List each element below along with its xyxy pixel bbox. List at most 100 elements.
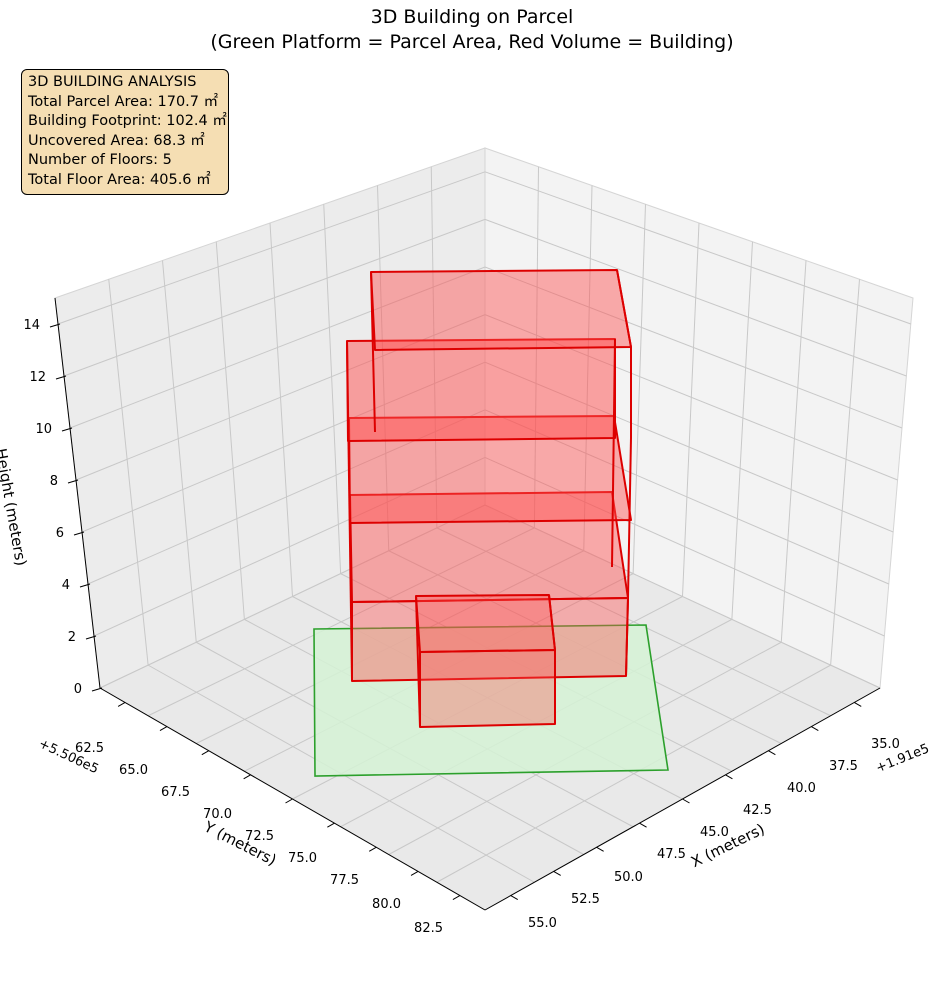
grid-line	[269, 222, 293, 597]
z-tick-mark	[85, 635, 97, 640]
z-tick-mark	[55, 375, 67, 380]
grid-line	[830, 279, 860, 666]
x-tick-mark	[553, 870, 561, 876]
building-edge	[370, 271, 376, 433]
y-tick-mark	[368, 846, 377, 852]
z-tick-label: 2	[68, 630, 76, 645]
grid-line	[162, 260, 197, 643]
building-edge	[346, 340, 353, 682]
z-tick-mark	[91, 687, 103, 692]
x-tick-mark	[725, 774, 733, 780]
x-tick-label: 47.5	[657, 847, 686, 862]
grid-line	[484, 218, 907, 377]
grid-line	[93, 456, 486, 637]
x-tick-mark	[853, 702, 862, 707]
y-tick-label: 62.5	[75, 741, 104, 756]
grid-line	[632, 204, 646, 574]
building-edge	[625, 597, 629, 677]
grid-line	[215, 241, 245, 620]
y-tick-mark	[285, 798, 293, 804]
z-tick-mark	[67, 479, 79, 484]
info-total-parcel-area: Total Parcel Area: 170.7 ㎡	[28, 93, 219, 110]
x-tick-mark	[811, 726, 819, 732]
y-tick-label: 72.5	[245, 829, 274, 844]
analysis-info-box: 3D BUILDING ANALYSIS Total Parcel Area: …	[21, 69, 229, 195]
x-tick-label: 50.0	[614, 870, 643, 885]
y-tick-label: 77.5	[330, 873, 359, 888]
z-tick-label: 8	[50, 474, 58, 489]
z-tick-mark	[49, 323, 61, 328]
building-floor-4	[346, 338, 616, 442]
z-tick-label: 12	[29, 370, 46, 385]
z-tick-mark	[61, 427, 73, 432]
z-tick-label: 14	[23, 318, 40, 333]
z-tick-label: 4	[62, 578, 70, 593]
z-axis-line	[54, 297, 101, 689]
grid-line	[69, 266, 486, 429]
z-tick-label: 10	[35, 422, 52, 437]
y-tick-mark	[243, 774, 251, 780]
grid-line	[108, 279, 149, 666]
chart-title: 3D Building on Parcel	[370, 6, 574, 28]
y-tick-label: 80.0	[372, 897, 401, 912]
grid-line	[484, 171, 911, 325]
x-tick-label: 45.0	[700, 825, 729, 840]
y-tick-label: 65.0	[119, 763, 148, 778]
scene	[313, 269, 669, 777]
x-tick-label: 42.5	[743, 803, 772, 818]
x-tick-label: 40.0	[787, 781, 816, 796]
z-tick-label: 0	[74, 682, 82, 697]
y-tick-mark	[159, 726, 168, 732]
info-building-footprint: Building Footprint: 102.4 ㎡	[28, 113, 227, 129]
y-tick-mark	[201, 750, 210, 756]
grid-line	[731, 241, 753, 620]
y-tick-label: 70.0	[203, 807, 232, 822]
y-tick-mark	[327, 822, 335, 828]
y-tick-mark	[410, 870, 419, 876]
z-tick-mark	[73, 531, 85, 536]
grid-line	[780, 260, 807, 643]
building-edge	[611, 338, 616, 568]
grid-line	[436, 527, 831, 717]
x-tick-label: 37.5	[829, 759, 858, 774]
building-edge	[548, 594, 556, 651]
z-tick-mark	[79, 583, 91, 588]
z-axis-label: Height (meters)	[0, 447, 30, 567]
x-tick-mark	[639, 822, 647, 828]
chart-subtitle: (Green Platform = Parcel Area, Red Volum…	[210, 31, 734, 53]
info-total-floor-area: Total Floor Area: 405.6 ㎡	[28, 171, 211, 188]
building-floor-5	[370, 269, 632, 351]
grid-lines	[57, 166, 911, 883]
grid-line	[682, 222, 700, 597]
info-number-of-floors: Number of Floors: 5	[28, 152, 172, 168]
y-tick-label: 75.0	[288, 851, 317, 866]
tick-labels: 0 2 4 6 8 10 12 14 62.5 65.0 67.5 70.0 72.5 75.0 77.5 8…	[23, 318, 900, 936]
building-front-block-top	[415, 594, 556, 653]
grid-line	[99, 504, 486, 689]
x-tick-mark	[596, 846, 604, 852]
grid-line	[484, 504, 881, 689]
y-tick-mark	[452, 895, 461, 900]
grid-line	[57, 171, 486, 325]
x-tick-mark	[510, 895, 519, 900]
x-tick-label: 52.5	[571, 892, 600, 907]
grid-line	[436, 664, 831, 883]
y-tick-label: 82.5	[414, 921, 443, 936]
x-tick-label: 55.0	[528, 916, 557, 931]
z-tick-label: 6	[56, 526, 64, 541]
info-heading: 3D BUILDING ANALYSIS	[28, 74, 197, 90]
parcel-platform	[313, 624, 669, 777]
x-tick-mark	[768, 750, 776, 756]
y-tick-mark	[117, 702, 126, 707]
building-edge	[627, 437, 632, 599]
x-tick-mark	[682, 798, 690, 804]
grid-line	[484, 266, 903, 429]
axes	[49, 297, 881, 911]
building-edge	[415, 595, 421, 728]
building-front-block-base	[419, 649, 556, 728]
grid-line	[323, 204, 342, 574]
grid-line	[63, 218, 486, 377]
y-tick-label: 67.5	[161, 785, 190, 800]
